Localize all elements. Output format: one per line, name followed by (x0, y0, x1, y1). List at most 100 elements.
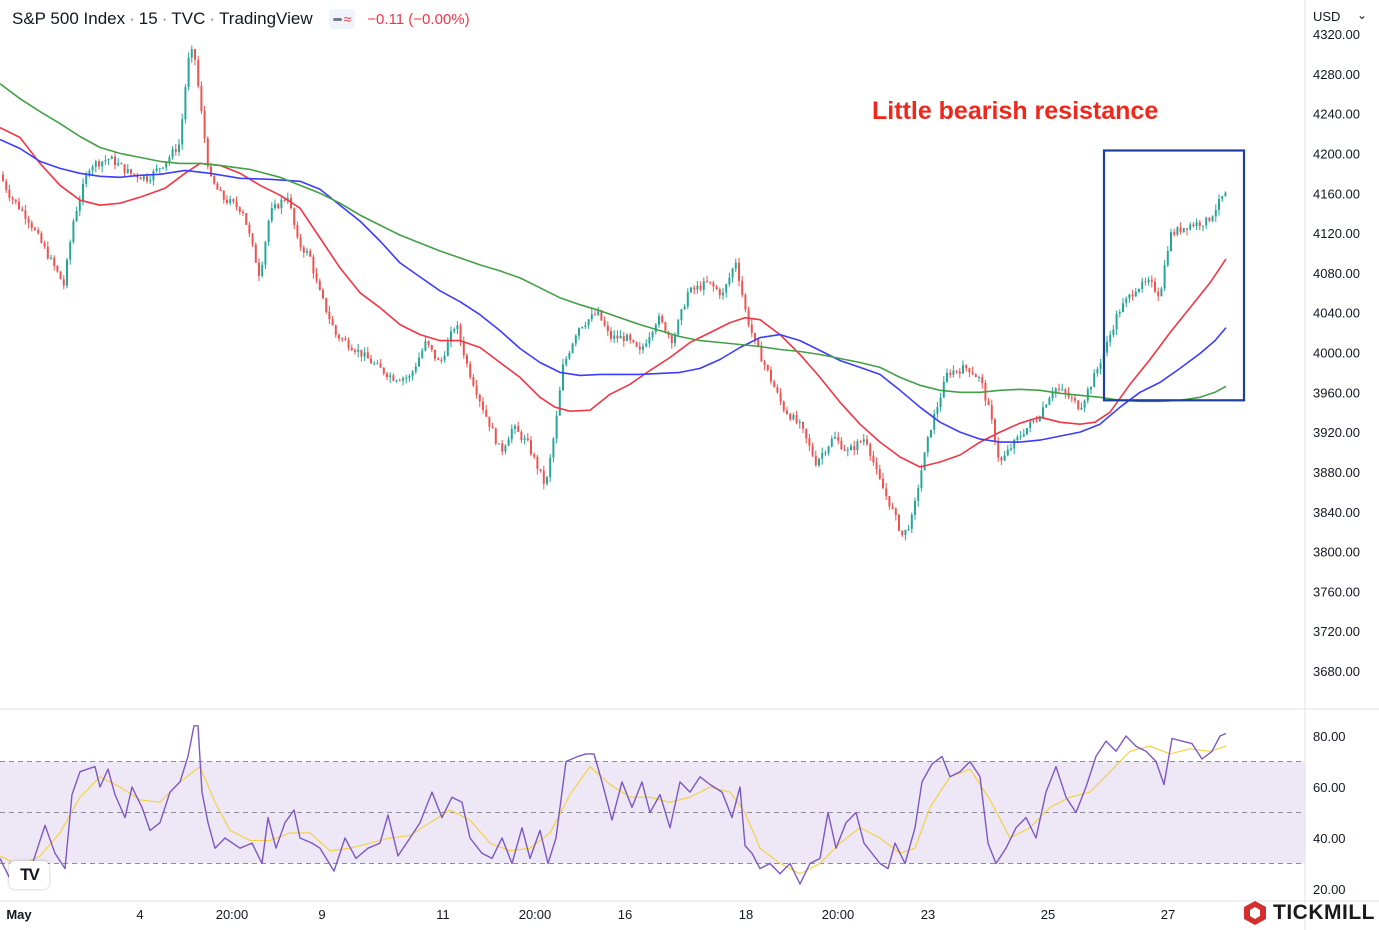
candle-body (562, 364, 564, 391)
candle-body (1022, 434, 1025, 437)
candle-body (578, 328, 580, 336)
candle-body (331, 319, 334, 326)
time-tick-label: 27 (1161, 907, 1175, 922)
candle-body (242, 211, 244, 213)
price-tick-label: 3720.00 (1313, 624, 1360, 639)
candle-body (302, 247, 305, 253)
candle-body (1205, 217, 1208, 226)
candle-body (773, 381, 776, 388)
candle-body (162, 167, 164, 169)
candle-body (261, 264, 264, 276)
candle-body (789, 413, 792, 420)
candle-body (389, 375, 392, 378)
candle-body (443, 355, 446, 361)
candle-body (677, 320, 680, 335)
candle-body (283, 199, 286, 201)
candle-body (485, 409, 488, 417)
candle-body (66, 259, 68, 286)
candle-body (232, 199, 235, 202)
candle-body (568, 352, 571, 359)
candle-body (968, 368, 971, 373)
chevron-down-icon[interactable]: ⌄ (1357, 8, 1368, 22)
candle-body (341, 338, 344, 340)
approx-icon: ≈ (343, 11, 352, 27)
rsi-tick-label: 80.00 (1313, 729, 1346, 744)
candle-body (98, 161, 100, 167)
candle-body (738, 262, 740, 281)
candle-body (1208, 217, 1211, 222)
candle-body (542, 470, 545, 484)
candle-body (1096, 368, 1099, 374)
time-tick-label: 9 (318, 907, 325, 922)
candle-body (1051, 392, 1054, 399)
candle-body (520, 431, 523, 440)
candle-body (219, 189, 222, 191)
indicator-toggle[interactable]: ≈ (328, 9, 356, 29)
time-tick-label: 18 (739, 907, 753, 922)
candle-body (706, 281, 708, 283)
candle-body (1182, 228, 1185, 232)
candle-body (424, 341, 427, 351)
candle-body (549, 457, 552, 478)
candle-body (411, 371, 414, 376)
candle-body (923, 452, 926, 471)
currency-selector[interactable]: USD (1313, 9, 1341, 24)
candle-body (8, 189, 11, 198)
candle-body (939, 397, 942, 408)
separator-dot: · (161, 9, 168, 28)
candle-body (1224, 192, 1227, 197)
candle-body (834, 437, 836, 439)
candle-body (30, 222, 33, 229)
candle-body (1099, 363, 1102, 369)
candle-body (930, 429, 932, 438)
price-tick-label: 3960.00 (1313, 385, 1360, 400)
symbol-header[interactable]: S&P 500 Index · 15 · TVC · TradingView ≈… (12, 9, 470, 29)
candle-body (581, 327, 584, 328)
candle-body (718, 289, 721, 296)
candle-body (1141, 281, 1144, 289)
candle-body (187, 57, 190, 87)
candle-body (18, 201, 20, 210)
candle-body (885, 488, 888, 497)
candle-body (702, 281, 705, 290)
candle-body (1186, 228, 1188, 230)
interval-label[interactable]: 15 (138, 9, 158, 28)
tradingview-logo-icon[interactable]: TV (9, 861, 49, 889)
candle-body (1214, 210, 1217, 217)
candle-body (651, 331, 654, 337)
candle-body (149, 180, 152, 182)
candle-body (750, 324, 753, 333)
candle-body (299, 237, 302, 248)
candle-body (245, 213, 248, 225)
candle-body (274, 204, 276, 208)
candle-body (40, 233, 43, 243)
candle-body (827, 446, 830, 453)
candle-body (894, 508, 897, 516)
candle-body (1147, 279, 1150, 283)
candle-body (216, 183, 219, 190)
candle-body (510, 428, 513, 440)
price-tick-label: 4320.00 (1313, 27, 1360, 42)
candle-body (971, 372, 974, 375)
candle-body (552, 438, 555, 458)
candle-body (482, 401, 484, 410)
candle-body (386, 373, 388, 378)
candle-body (190, 49, 193, 58)
symbol-name[interactable]: S&P 500 Index (12, 9, 126, 28)
candle-body (808, 438, 811, 446)
candle-body (414, 366, 417, 372)
candlestick-series (2, 45, 1227, 541)
candle-body (1125, 298, 1128, 304)
candle-body (251, 233, 254, 245)
candle-body (264, 242, 267, 265)
candle-body (472, 377, 475, 386)
candle-body (50, 257, 52, 259)
candle-body (786, 410, 788, 414)
candle-body (814, 455, 817, 466)
candle-body (693, 287, 696, 290)
candle-body (664, 322, 667, 333)
candle-body (21, 209, 24, 211)
candle-body (475, 385, 478, 395)
candle-body (811, 445, 814, 456)
